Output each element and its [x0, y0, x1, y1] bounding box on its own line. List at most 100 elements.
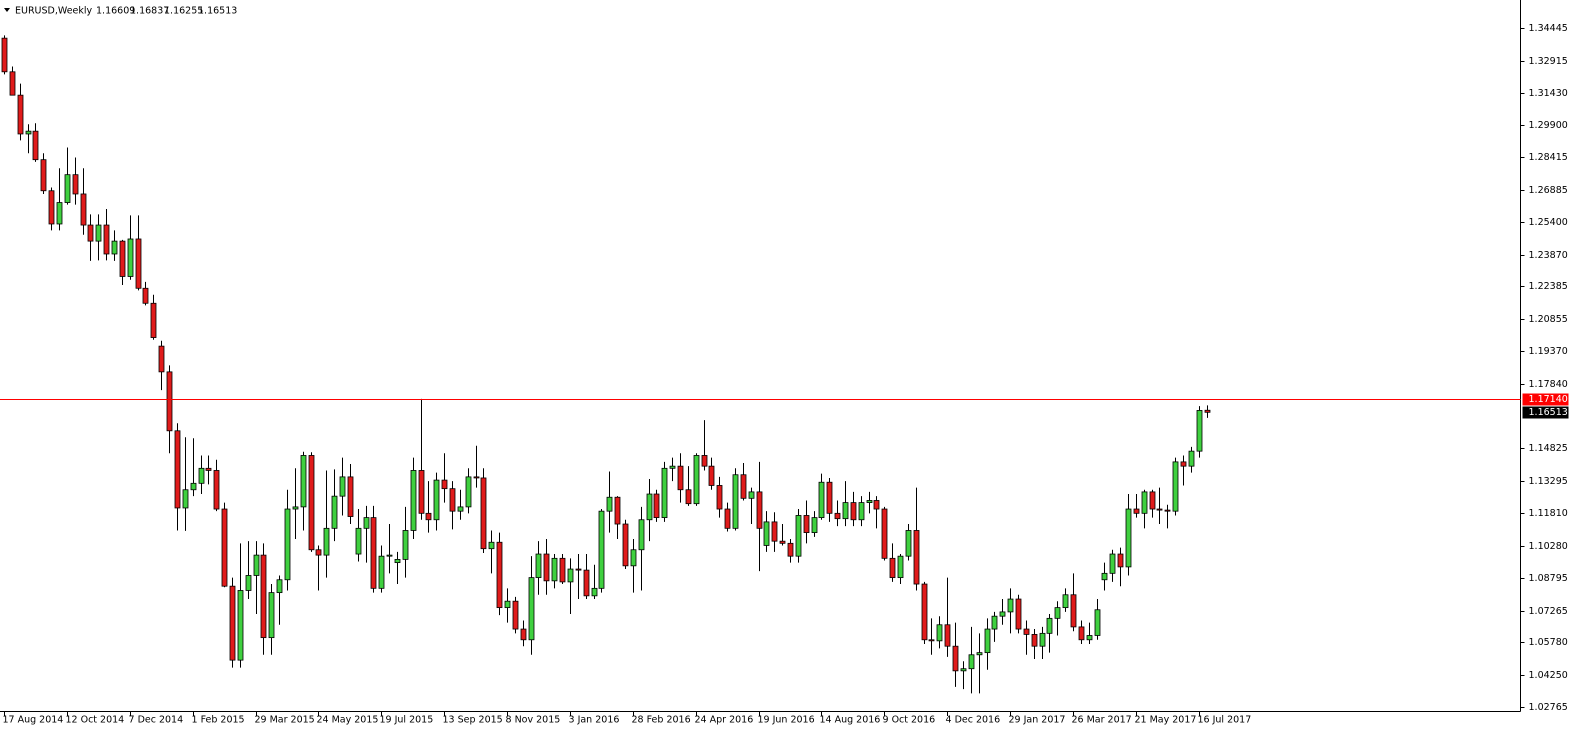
candle-body — [17, 94, 24, 135]
y-tick-label: 1.11810 — [1529, 508, 1568, 519]
candle-body — [897, 555, 904, 579]
candle-body — [535, 553, 542, 579]
header-low: 1.16255 — [164, 6, 203, 17]
candle-body — [1094, 609, 1101, 636]
candle-body — [1031, 634, 1038, 647]
candle-body — [95, 224, 102, 242]
candle-body — [999, 611, 1006, 617]
candle-body — [205, 467, 212, 471]
x-tick-label: 29 Jan 2017 — [1009, 715, 1066, 726]
candle-body — [858, 502, 865, 521]
candle-body — [457, 506, 464, 512]
candle-body — [1101, 572, 1108, 581]
x-tick-label: 7 Dec 2014 — [129, 715, 184, 726]
y-tick-label: 1.23870 — [1529, 250, 1568, 261]
x-tick-label: 26 Mar 2017 — [1072, 715, 1132, 726]
candle-body — [693, 455, 700, 505]
candle-body — [520, 628, 527, 641]
candle-body — [543, 553, 550, 582]
candle-body — [370, 517, 377, 589]
candle-body — [921, 583, 928, 641]
candle-body — [315, 549, 322, 556]
candle-body — [276, 579, 283, 594]
x-tick-label: 21 May 2017 — [1135, 715, 1197, 726]
candle-body — [1156, 508, 1163, 511]
candle-body — [685, 489, 692, 505]
candle-body — [653, 493, 660, 519]
candle-body — [1204, 409, 1211, 413]
x-tick-label: 24 Apr 2016 — [695, 715, 754, 726]
candle-body — [480, 477, 487, 550]
candle-body — [866, 500, 873, 504]
y-tick-label: 1.22385 — [1529, 281, 1568, 292]
candle-body — [1070, 594, 1077, 628]
candle-body — [991, 615, 998, 630]
candle-body — [142, 287, 149, 304]
candle-body — [598, 510, 605, 589]
candle-body — [72, 174, 79, 195]
candle-body — [48, 190, 55, 225]
header-close: 1.16513 — [198, 6, 237, 17]
y-tick-label: 1.10280 — [1529, 541, 1568, 552]
candle-body — [300, 455, 307, 508]
candle-body — [834, 512, 841, 520]
candle-body — [638, 519, 645, 551]
x-tick-label: 19 Jul 2015 — [380, 715, 434, 726]
candle-body — [103, 224, 110, 255]
candle-body — [1054, 607, 1061, 619]
candle-body — [1133, 508, 1140, 514]
candle-body — [661, 467, 668, 519]
candle-body — [268, 592, 275, 639]
header-open: 1.16609 — [96, 6, 135, 17]
x-tick-label: 1 Feb 2015 — [192, 715, 245, 726]
candle-body — [716, 485, 723, 510]
candle-body — [1039, 632, 1046, 647]
y-tick-label: 1.31430 — [1529, 88, 1568, 99]
y-tick-label: 1.32915 — [1529, 56, 1568, 67]
candle-body — [622, 523, 629, 567]
candle-body — [25, 130, 32, 135]
candle-body — [928, 639, 935, 642]
y-tick-label: 1.34445 — [1529, 23, 1568, 34]
candle-body — [763, 521, 770, 546]
candle-body — [111, 240, 118, 255]
candle-body — [811, 517, 818, 534]
candle-body — [614, 496, 621, 525]
header-arrow — [4, 8, 10, 12]
candle-body — [127, 238, 134, 277]
candle-body — [9, 71, 16, 96]
candle-body — [787, 542, 794, 557]
candle-body — [818, 481, 825, 519]
y-tick-label: 1.05780 — [1529, 637, 1568, 648]
candle-body — [158, 345, 165, 373]
chart-title: EURUSD,Weekly — [15, 6, 93, 17]
candle-body — [245, 575, 252, 591]
candle-body — [260, 554, 267, 639]
candle-body — [748, 491, 755, 499]
candle-body — [756, 491, 763, 529]
candle-body — [913, 530, 920, 585]
candle-body — [449, 488, 456, 512]
candle-body — [724, 508, 731, 529]
candle-body — [150, 302, 157, 338]
candle-body — [1164, 509, 1171, 512]
y-tick-label: 1.26885 — [1529, 185, 1568, 196]
y-tick-label: 1.02765 — [1529, 702, 1568, 713]
candle-body — [984, 628, 991, 654]
candle-body — [976, 652, 983, 656]
candle-body — [779, 540, 786, 544]
candle-body — [889, 557, 896, 579]
candle-body — [174, 430, 181, 509]
x-tick-label: 24 May 2015 — [317, 715, 379, 726]
candle-body — [881, 508, 888, 559]
candle-body — [740, 474, 747, 499]
y-tick-label: 1.04250 — [1529, 670, 1568, 681]
candle-body — [1180, 461, 1187, 467]
candle-body — [1, 37, 8, 73]
candle-body — [433, 479, 440, 521]
candle-body — [80, 193, 87, 226]
x-tick-label: 28 Feb 2016 — [632, 715, 691, 726]
candle-body — [473, 476, 480, 479]
